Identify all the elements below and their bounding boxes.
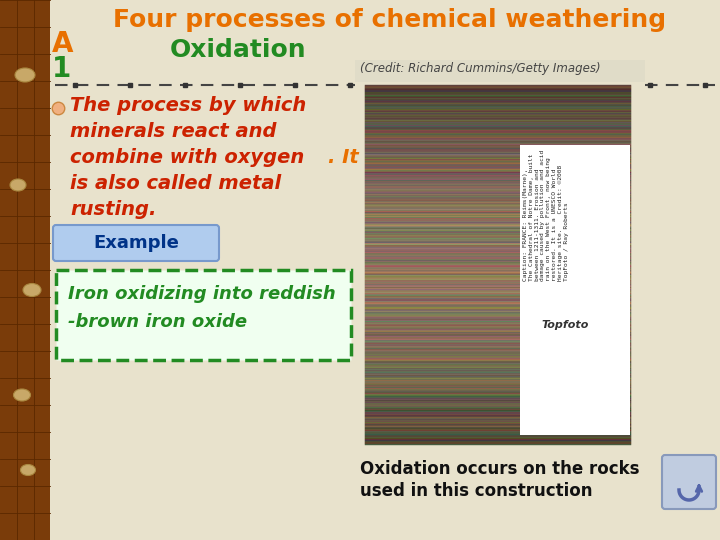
FancyBboxPatch shape xyxy=(662,455,716,509)
Text: minerals react and: minerals react and xyxy=(70,122,276,141)
Text: Oxidation: Oxidation xyxy=(170,38,307,62)
Text: Topfoto: Topfoto xyxy=(541,320,589,330)
Bar xyxy=(355,60,645,82)
Text: is also called metal: is also called metal xyxy=(70,174,281,193)
Text: combine with oxygen: combine with oxygen xyxy=(70,148,305,167)
Ellipse shape xyxy=(14,389,30,401)
Text: 1: 1 xyxy=(52,55,71,83)
Text: -brown iron oxide: -brown iron oxide xyxy=(68,313,247,331)
Text: . It: . It xyxy=(328,148,359,167)
Bar xyxy=(520,145,630,435)
Ellipse shape xyxy=(15,68,35,82)
Bar xyxy=(56,270,351,360)
Text: Example: Example xyxy=(93,234,179,252)
Ellipse shape xyxy=(20,464,35,476)
Text: Four processes of chemical weathering: Four processes of chemical weathering xyxy=(114,8,667,32)
Text: used in this construction: used in this construction xyxy=(360,482,593,500)
Text: A: A xyxy=(52,30,73,58)
Text: Caption: FRANCE: Reims(Marne),
The Cathedral of Notre Dame, built
between 1211-1: Caption: FRANCE: Reims(Marne), The Cathe… xyxy=(523,150,569,281)
Text: (Credit: Richard Cummins/Getty Images): (Credit: Richard Cummins/Getty Images) xyxy=(360,62,600,75)
Text: The process by which: The process by which xyxy=(70,96,306,115)
Ellipse shape xyxy=(23,284,41,296)
Text: rusting.: rusting. xyxy=(70,200,156,219)
Bar xyxy=(520,285,630,385)
Ellipse shape xyxy=(10,179,26,191)
Text: Iron oxidizing into reddish: Iron oxidizing into reddish xyxy=(68,285,336,303)
Text: Oxidation occurs on the rocks: Oxidation occurs on the rocks xyxy=(360,460,639,478)
Bar xyxy=(0,0,50,540)
FancyBboxPatch shape xyxy=(53,225,219,261)
